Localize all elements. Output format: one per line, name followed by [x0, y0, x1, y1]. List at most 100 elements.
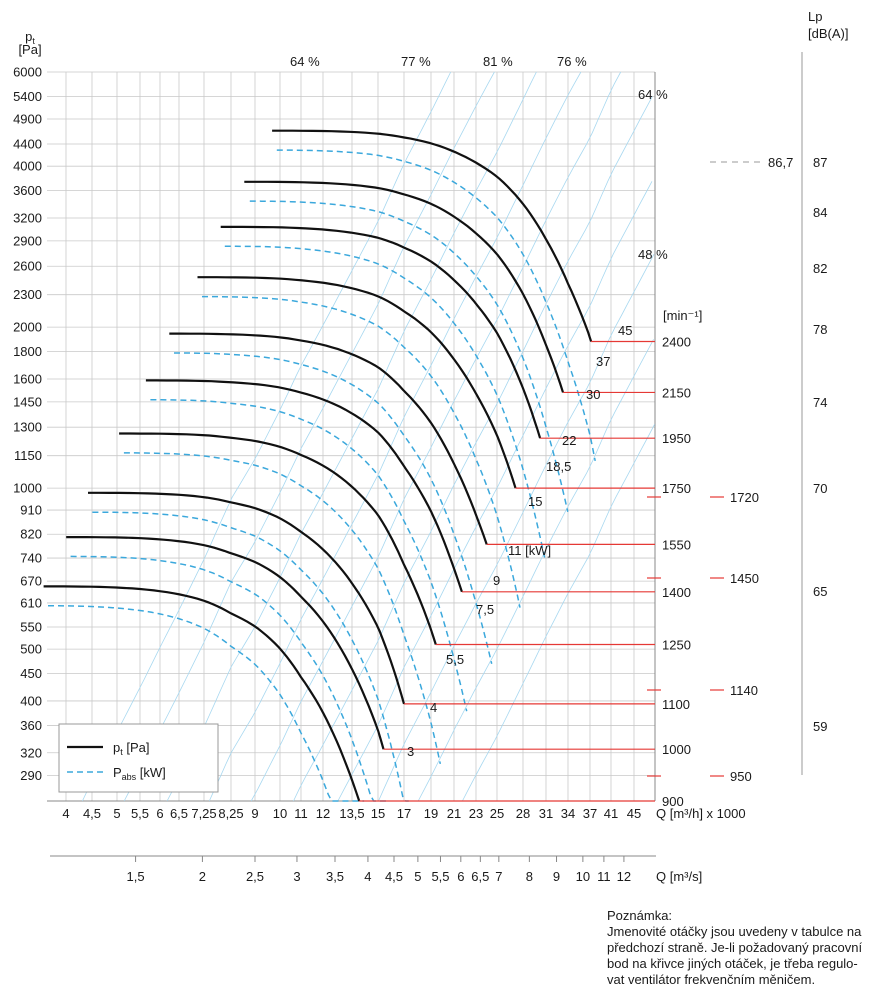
noise-tick-label: 59 — [813, 719, 827, 734]
noise-axis-title: Lp — [808, 9, 822, 24]
legend-label-pressure: pt [Pa] — [113, 740, 150, 757]
y-tick-label: 740 — [20, 551, 42, 566]
y-tick-label: 1450 — [13, 394, 42, 409]
flow-second-tick-label: 5,5 — [431, 869, 449, 884]
flow-second-tick-label: 6,5 — [471, 869, 489, 884]
y-tick-label: 450 — [20, 666, 42, 681]
speed-label: 1950 — [662, 431, 691, 446]
x-axis-flow-hour-title: Q [m³/h] x 1000 — [656, 806, 746, 821]
flow-second-tick-label: 12 — [617, 869, 631, 884]
note-line: předchozí straně. Je-li požadovaný praco… — [607, 940, 863, 955]
x-tick-label: 28 — [516, 806, 530, 821]
pressure-curve — [119, 432, 437, 645]
speed-label: 900 — [662, 794, 684, 809]
x-tick-label: 6,5 — [170, 806, 188, 821]
pressure-curve — [272, 129, 593, 342]
noise-axis-unit: [dB(A)] — [808, 26, 848, 41]
note-line: Jmenovité otáčky jsou uvedeny v tabulce … — [607, 924, 862, 939]
x-tick-label: 5,5 — [131, 806, 149, 821]
noise-tick-label: 65 — [813, 584, 827, 599]
y-tick-label: 4000 — [13, 159, 42, 174]
y-tick-label: 2300 — [13, 287, 42, 302]
x-tick-label: 45 — [627, 806, 641, 821]
speed-lines: 900 1000 1100 1250 1400 1550 1750 1950 2150 2400 1… — [359, 335, 759, 809]
y-tick-label: 1800 — [13, 344, 42, 359]
y-tick-label: 5400 — [13, 89, 42, 104]
y-axis-title-sub: t — [32, 36, 35, 46]
speed-label: 1550 — [662, 537, 691, 552]
pressure-curve — [43, 585, 361, 802]
y-axis-unit: [Pa] — [18, 42, 41, 57]
x-tick-label: 9 — [251, 806, 258, 821]
power-label: 37 — [596, 354, 610, 369]
flow-second-tick-label: 4 — [364, 869, 371, 884]
x-tick-label: 5 — [113, 806, 120, 821]
speed-label: 2400 — [662, 335, 691, 350]
speed-axis-unit: [min⁻¹] — [663, 308, 702, 323]
power-label: 18,5 — [546, 459, 571, 474]
speed-label: 1250 — [662, 638, 691, 653]
power-label: 5,5 — [446, 652, 464, 667]
x-tick-label: 34 — [561, 806, 575, 821]
power-label: 15 — [528, 494, 542, 509]
pressure-curve — [197, 276, 517, 489]
y-tick-label: 2900 — [13, 233, 42, 248]
power-curve — [249, 200, 569, 512]
nominal-speed-label: 1450 — [730, 571, 759, 586]
x-tick-label: 4 — [62, 806, 69, 821]
power-curves — [48, 149, 596, 802]
noise-tick-label: 82 — [813, 261, 827, 276]
x-tick-label: 8,25 — [218, 806, 243, 821]
nominal-speed-label: 1720 — [730, 490, 759, 505]
flow-second-tick-label: 3 — [293, 869, 300, 884]
pressure-curve — [244, 180, 565, 393]
system-lines — [82, 71, 655, 802]
system-ray — [166, 71, 537, 802]
system-ray — [208, 71, 582, 802]
flow-second-tick-label: 7 — [495, 869, 502, 884]
x-tick-label: 6 — [156, 806, 163, 821]
efficiency-label: 64 % — [290, 54, 320, 69]
noise-tick-label: 84 — [813, 205, 827, 220]
y-tick-label: 3600 — [13, 183, 42, 198]
x-tick-label: 11 — [294, 806, 308, 821]
power-curve — [123, 452, 442, 765]
y-tick-label: 2000 — [13, 320, 42, 335]
x-tick-label: 21 — [447, 806, 461, 821]
flow-second-tick-label: 8 — [526, 869, 533, 884]
legend: pt [Pa] Pabs [kW] — [58, 723, 219, 793]
speed-label: 2150 — [662, 385, 691, 400]
power-label: 11 [kW] — [508, 543, 551, 558]
x-tick-label: 37 — [583, 806, 597, 821]
y-tick-label: 670 — [20, 574, 42, 589]
chart-grid: 2903203604004505005506106707408209101000… — [13, 65, 656, 884]
system-ray — [378, 254, 655, 802]
x-tick-label: 13,5 — [339, 806, 364, 821]
power-label: 3 — [407, 744, 414, 759]
power-label: 4 — [430, 700, 437, 715]
pressure-curves — [43, 129, 593, 802]
x-tick-label: 19 — [424, 806, 438, 821]
flow-second-tick-label: 5 — [414, 869, 421, 884]
pressure-curve — [169, 332, 488, 545]
pressure-curve — [66, 535, 385, 750]
system-ray — [462, 424, 655, 802]
y-tick-label: 290 — [20, 768, 42, 783]
power-label: 9 — [493, 573, 500, 588]
power-curve — [92, 511, 409, 802]
y-tick-label: 1000 — [13, 481, 42, 496]
x-tick-label: 31 — [539, 806, 553, 821]
x-tick-label: 41 — [604, 806, 618, 821]
y-tick-label: 1150 — [14, 448, 42, 463]
noise-tick-label: 78 — [813, 322, 827, 337]
y-tick-label: 1600 — [13, 371, 42, 386]
system-ray — [123, 71, 495, 802]
efficiency-label: 64 % — [638, 87, 668, 102]
note-line: bod na křivce jiných otáček, je třeba re… — [607, 956, 858, 971]
efficiency-label: 48 % — [638, 247, 668, 262]
nominal-speed-label: 1140 — [730, 683, 758, 698]
power-label: 30 — [586, 387, 600, 402]
flow-second-tick-label: 2 — [199, 869, 206, 884]
y-axis-title-main: p — [25, 29, 32, 44]
speed-label: 1750 — [662, 481, 691, 496]
